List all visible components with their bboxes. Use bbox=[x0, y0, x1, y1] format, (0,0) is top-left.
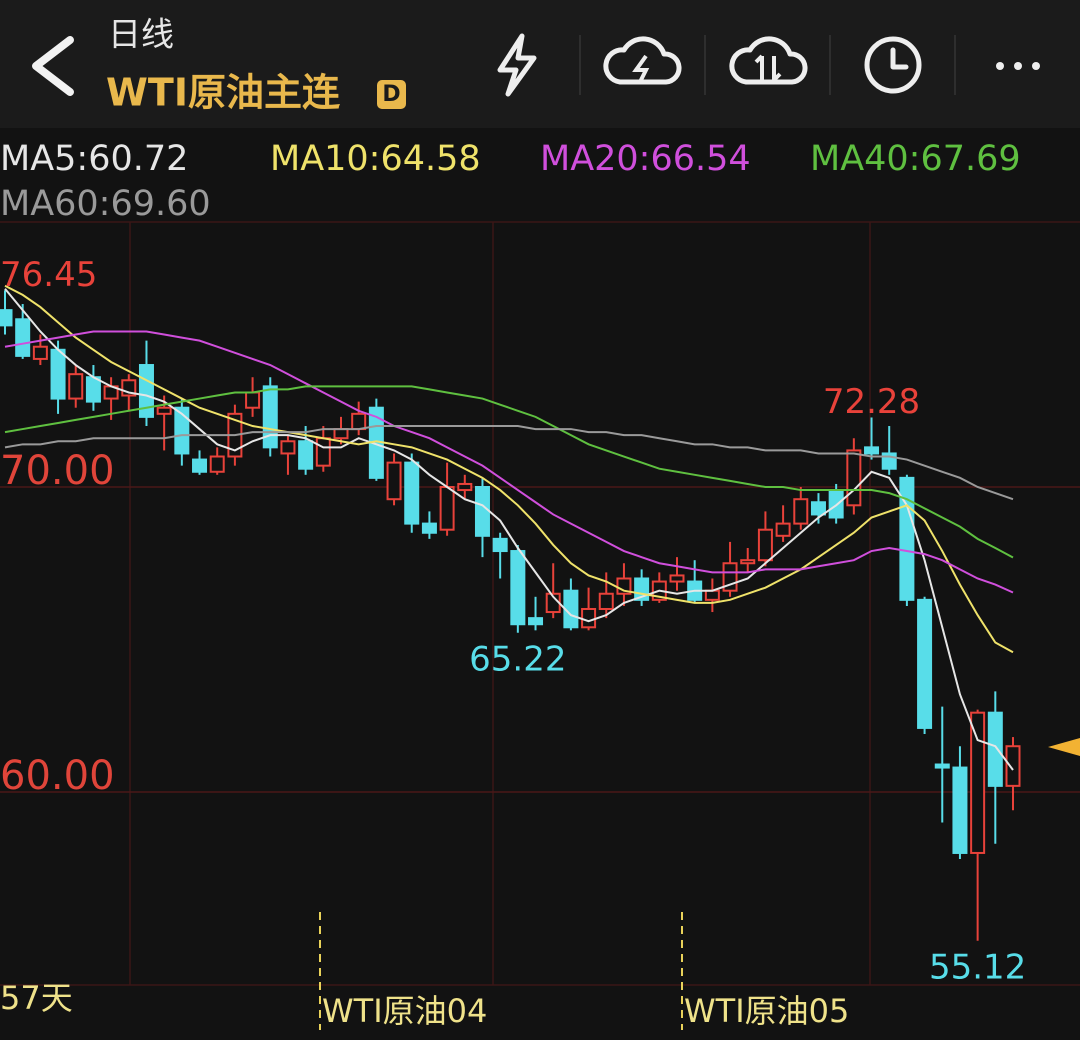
candle-body bbox=[740, 559, 756, 565]
candle-body bbox=[209, 455, 225, 473]
flash-icon[interactable] bbox=[497, 33, 537, 97]
candle-body bbox=[810, 501, 826, 516]
back-button[interactable] bbox=[32, 36, 74, 96]
candle-body bbox=[952, 766, 968, 854]
candle-body bbox=[333, 428, 349, 440]
candle-body bbox=[50, 348, 66, 400]
candle-body bbox=[528, 617, 544, 626]
period-label[interactable]: 日线 bbox=[108, 15, 174, 54]
clock-hands bbox=[890, 47, 909, 70]
more-icon[interactable] bbox=[996, 62, 1040, 70]
candle-body bbox=[704, 589, 720, 601]
candle-body bbox=[510, 550, 526, 626]
ma-line bbox=[4, 385, 1014, 559]
candle-body bbox=[864, 446, 880, 455]
candle-body bbox=[1005, 745, 1021, 787]
candle-body bbox=[262, 385, 278, 449]
candle-body bbox=[492, 537, 508, 553]
candle-body bbox=[68, 373, 84, 400]
candle-body bbox=[245, 391, 261, 409]
cloud-sync-icon[interactable] bbox=[729, 36, 808, 85]
candle-body bbox=[970, 711, 986, 854]
candle-body bbox=[0, 309, 13, 327]
ma-line bbox=[4, 425, 1014, 501]
badge-bg bbox=[377, 80, 406, 109]
ma-line bbox=[4, 284, 1014, 654]
candle-body bbox=[351, 412, 367, 431]
sync-arrows bbox=[754, 54, 782, 82]
candle-body bbox=[404, 461, 420, 525]
candle-body bbox=[174, 406, 190, 455]
badge: D bbox=[382, 82, 400, 107]
price-marker bbox=[1048, 738, 1080, 756]
candle-body bbox=[828, 489, 844, 519]
legend-entry: MA10:64.58 bbox=[270, 139, 481, 179]
candle-body bbox=[757, 528, 773, 562]
history-icon[interactable] bbox=[864, 36, 922, 94]
candle-body bbox=[934, 763, 950, 769]
candle-body bbox=[421, 522, 437, 534]
candle-body bbox=[474, 486, 490, 537]
extreme-label: 76.45 bbox=[0, 255, 97, 295]
candle-body bbox=[669, 574, 685, 583]
candle-body bbox=[598, 592, 614, 610]
candle-body bbox=[899, 476, 915, 601]
candle-body bbox=[457, 482, 473, 492]
range-label: 57天 bbox=[0, 979, 73, 1017]
candle-body bbox=[917, 598, 933, 729]
candle-body bbox=[315, 437, 331, 467]
cloud-flash-icon[interactable] bbox=[603, 36, 682, 85]
legend-entry: MA20:66.54 bbox=[540, 139, 751, 179]
candle-body bbox=[280, 440, 296, 455]
candle-body bbox=[987, 711, 1003, 787]
top-bar bbox=[0, 0, 1080, 128]
candle-body bbox=[298, 440, 314, 470]
extreme-label: 65.22 bbox=[469, 639, 566, 679]
legend-entry: MA5:60.72 bbox=[0, 139, 188, 179]
candle-body bbox=[386, 461, 402, 501]
candle-body bbox=[775, 522, 791, 537]
candle-body bbox=[156, 406, 172, 415]
candle-body bbox=[793, 498, 809, 525]
y-tick-label: 60.00 bbox=[0, 753, 115, 799]
candle-body bbox=[192, 458, 208, 473]
contract-label: WTI原油05 bbox=[684, 992, 849, 1030]
candle-body bbox=[581, 607, 597, 629]
candle-body bbox=[15, 318, 31, 357]
candle-body bbox=[439, 486, 455, 531]
y-tick-label: 70.00 bbox=[0, 448, 115, 494]
cloud-bolt bbox=[632, 54, 650, 83]
ma-line bbox=[4, 330, 1014, 594]
candle-body bbox=[846, 449, 862, 507]
ma-line bbox=[4, 288, 1014, 771]
extreme-label: 55.12 bbox=[929, 947, 1026, 987]
legend-entry: MA60:69.60 bbox=[0, 184, 211, 224]
instrument-title[interactable]: WTI原油主连 bbox=[106, 71, 340, 115]
contract-label: WTI原油04 bbox=[322, 992, 487, 1030]
extreme-label: 72.28 bbox=[823, 382, 920, 422]
candle-body bbox=[32, 345, 48, 360]
candle-body bbox=[85, 376, 101, 403]
legend-entry: MA40:67.69 bbox=[810, 139, 1021, 179]
